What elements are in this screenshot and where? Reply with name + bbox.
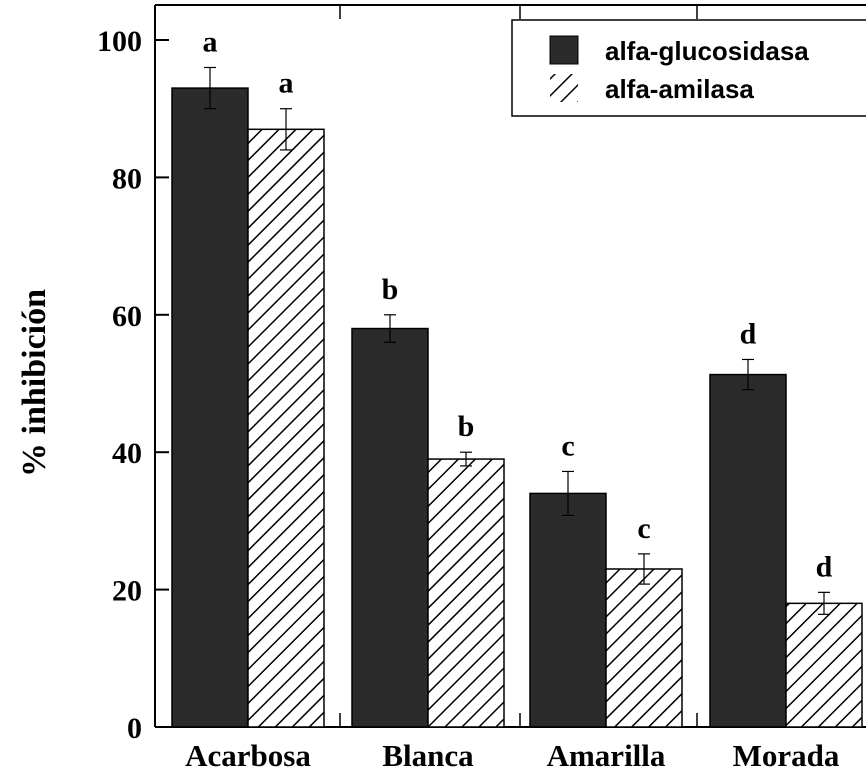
bar-alfa-glucosidasa-Acarbosa	[171, 87, 249, 728]
significance-label: c	[561, 429, 574, 462]
y-tick-label: 100	[97, 25, 142, 58]
significance-label: d	[816, 550, 833, 583]
bar-alfa-amilasa-Acarbosa	[247, 128, 325, 728]
significance-label: b	[458, 410, 475, 443]
legend-label: alfa-glucosidasa	[605, 36, 809, 66]
legend-swatch-alfa-glucosidasa	[549, 35, 579, 65]
y-tick-label: 60	[112, 300, 142, 333]
legend-label: alfa-amilasa	[605, 74, 754, 104]
legend-swatch-alfa-amilasa	[550, 74, 578, 102]
bar-alfa-glucosidasa-Amarilla	[529, 492, 607, 728]
significance-label: a	[203, 25, 218, 58]
bar-alfa-amilasa-Blanca	[427, 458, 505, 728]
category-label: Amarilla	[547, 738, 666, 773]
y-tick-label: 20	[112, 575, 142, 608]
category-label: Acarbosa	[185, 738, 311, 773]
y-tick-label: 40	[112, 437, 142, 470]
y-tick-label: 80	[112, 162, 142, 195]
bar-alfa-glucosidasa-Morada	[709, 373, 787, 728]
category-label: Blanca	[382, 738, 474, 773]
bar-alfa-amilasa-Morada	[785, 602, 863, 728]
bar-alfa-amilasa-Amarilla	[605, 568, 683, 728]
y-axis-label: % inhibición	[16, 289, 53, 477]
significance-label: d	[740, 317, 757, 350]
y-tick-label: 0	[127, 712, 142, 745]
bar-alfa-glucosidasa-Blanca	[351, 327, 429, 728]
significance-label: c	[637, 512, 650, 545]
significance-label: b	[382, 273, 399, 306]
category-label: Morada	[733, 738, 840, 773]
significance-label: a	[279, 67, 294, 100]
